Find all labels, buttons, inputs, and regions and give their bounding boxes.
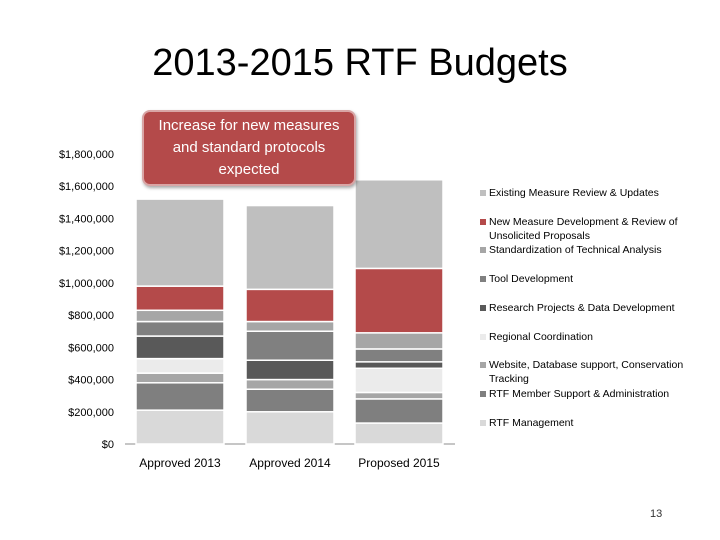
legend-swatch (480, 334, 486, 340)
bar-segment (245, 359, 335, 381)
bar-segment (135, 382, 225, 411)
legend-label: Website, Database support, Conservation … (489, 359, 684, 385)
y-tick-label: $200,000 (68, 407, 114, 419)
bar-segment (354, 391, 444, 400)
bar-segment (245, 320, 335, 332)
bar-segment (354, 367, 444, 394)
legend-item: Research Projects & Data Development (480, 301, 690, 315)
bars (135, 179, 444, 445)
legend-label: Regional Coordination (489, 331, 593, 343)
y-tick-label: $1,000,000 (59, 278, 114, 290)
legend-label: Tool Development (489, 273, 574, 285)
legend-swatch (480, 362, 486, 368)
legend-item: New Measure Development & Review of Unso… (480, 215, 690, 243)
y-tick-label: $1,400,000 (59, 213, 114, 225)
legend-swatch (480, 276, 486, 282)
bar-segment (354, 179, 444, 270)
legend-swatch (480, 247, 486, 253)
slide-title: 2013-2015 RTF Budgets (152, 42, 568, 84)
y-axis: $0 $200,000 $400,000 $600,000 $800,000 $1,000… (59, 149, 455, 451)
legend-item: Website, Database support, Conservation … (480, 358, 690, 386)
bar-segment (354, 348, 444, 363)
y-tick-label: $800,000 (68, 310, 114, 322)
bar-segment (245, 411, 335, 445)
legend-label: RTF Member Support & Administration (489, 388, 670, 400)
legend-label: Research Projects & Data Development (489, 302, 675, 314)
bar-segment (135, 409, 225, 445)
legend-swatch (480, 420, 486, 426)
bar-segment (135, 372, 225, 384)
legend-label: RTF Management (489, 417, 574, 429)
legend-label: Existing Measure Review & Updates (489, 187, 659, 199)
bar-segment (354, 361, 444, 370)
callout-box: Increase for new measures and standard p… (142, 110, 356, 186)
legend-swatch (480, 190, 486, 196)
bar-segment (245, 288, 335, 323)
bar-segment (135, 285, 225, 312)
callout-text: Increase for new measures and standard p… (158, 117, 340, 178)
y-tick-label: $600,000 (68, 342, 114, 354)
y-tick-label: $1,200,000 (59, 246, 114, 258)
page-number: 13 (650, 508, 663, 520)
legend-item: RTF Management (480, 416, 690, 430)
legend-item: Existing Measure Review & Updates (480, 186, 690, 200)
legend-label: Standardization of Technical Analysis (489, 244, 662, 256)
legend-item: Regional Coordination (480, 330, 690, 344)
y-tick-label: $1,800,000 (59, 149, 114, 161)
bar-segment (354, 398, 444, 424)
bar-segment (135, 357, 225, 374)
y-tick-label: $1,600,000 (59, 181, 114, 193)
legend-swatch (480, 219, 486, 225)
x-tick-label: Approved 2014 (249, 456, 331, 470)
bar-segment (135, 320, 225, 337)
bar-segment (135, 335, 225, 360)
x-axis-labels: Approved 2013 Approved 2014 Proposed 2015 (139, 456, 440, 470)
legend-swatch (480, 305, 486, 311)
legend-swatch (480, 391, 486, 397)
bar-segment (245, 378, 335, 390)
legend-item: Standardization of Technical Analysis (480, 243, 690, 257)
bar-segment (245, 330, 335, 361)
legend-item: Tool Development (480, 272, 690, 286)
bar-segment (245, 204, 335, 291)
bar-segment (135, 309, 225, 323)
bar-segment (354, 332, 444, 350)
x-tick-label: Proposed 2015 (358, 456, 440, 470)
legend-label: New Measure Development & Review of Unso… (489, 216, 678, 242)
bar-segment (245, 388, 335, 413)
legend-item: RTF Member Support & Administration (480, 387, 690, 401)
bar-segment (354, 422, 444, 445)
bar-segment (135, 198, 225, 287)
y-tick-label: $400,000 (68, 375, 114, 387)
bar-segment (354, 267, 444, 334)
y-tick-label: $0 (102, 439, 114, 451)
x-tick-label: Approved 2013 (139, 456, 221, 470)
